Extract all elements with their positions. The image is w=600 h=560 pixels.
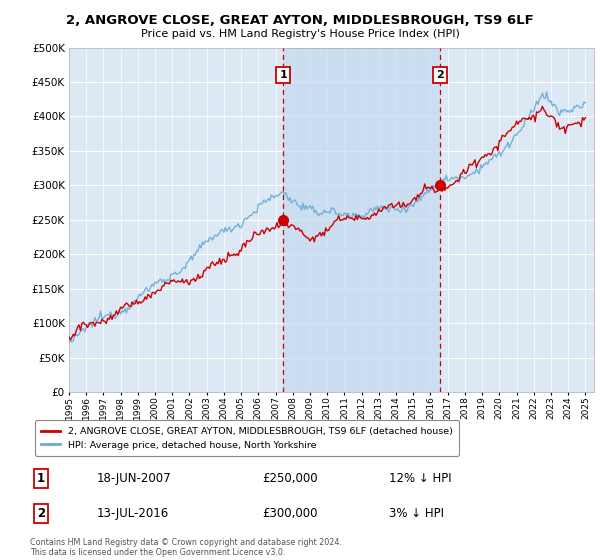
Text: 1: 1: [280, 70, 287, 80]
Text: 2: 2: [37, 507, 45, 520]
Text: 2: 2: [436, 70, 443, 80]
Text: 3% ↓ HPI: 3% ↓ HPI: [389, 507, 444, 520]
Text: 13-JUL-2016: 13-JUL-2016: [96, 507, 169, 520]
Text: £300,000: £300,000: [262, 507, 317, 520]
Text: 18-JUN-2007: 18-JUN-2007: [96, 472, 171, 485]
Text: 1: 1: [37, 472, 45, 485]
Text: 2, ANGROVE CLOSE, GREAT AYTON, MIDDLESBROUGH, TS9 6LF: 2, ANGROVE CLOSE, GREAT AYTON, MIDDLESBR…: [66, 14, 534, 27]
Bar: [283, 48, 440, 392]
Text: Price paid vs. HM Land Registry's House Price Index (HPI): Price paid vs. HM Land Registry's House …: [140, 29, 460, 39]
Legend: 2, ANGROVE CLOSE, GREAT AYTON, MIDDLESBROUGH, TS9 6LF (detached house), HPI: Ave: 2, ANGROVE CLOSE, GREAT AYTON, MIDDLESBR…: [35, 420, 459, 456]
Text: Contains HM Land Registry data © Crown copyright and database right 2024.
This d: Contains HM Land Registry data © Crown c…: [30, 538, 342, 557]
Text: £250,000: £250,000: [262, 472, 317, 485]
Text: 12% ↓ HPI: 12% ↓ HPI: [389, 472, 451, 485]
